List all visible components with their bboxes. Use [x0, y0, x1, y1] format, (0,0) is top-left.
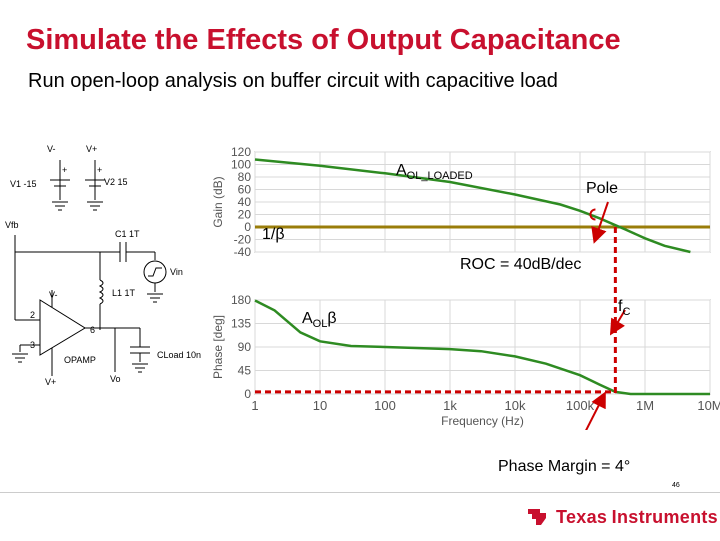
aolbeta-label: AOLβ: [302, 310, 337, 331]
label-vin: Vin: [170, 267, 183, 277]
label-v1: V1 -15: [10, 179, 37, 189]
pole-marker: [589, 208, 596, 221]
opamp-symbol: [39, 299, 86, 356]
label-vo: Vo: [110, 374, 121, 384]
label-pin6: 6: [90, 325, 95, 335]
label-opamp: OPAMP: [64, 355, 96, 365]
label-cload: CLoad 10n: [157, 350, 201, 360]
vin-step-icon: [148, 267, 162, 277]
phase-xlabel: Frequency (Hz): [441, 414, 524, 428]
schematic: V- V+ + + V1 -15 V2 15 Vfb C1 1T Vin L1 …: [5, 144, 201, 387]
slide-title: Simulate the Effects of Output Capacitan…: [26, 24, 621, 56]
phase-xtick-label: 10M: [697, 398, 720, 413]
gain-ytick-label: 0: [244, 220, 251, 234]
gain-ytick-label: -40: [234, 245, 252, 259]
label-l1: L1 1T: [112, 288, 136, 298]
phase-xtick-label: 1: [251, 398, 258, 413]
gain-ytick-label: -20: [234, 233, 252, 247]
pole-label: Pole: [586, 180, 619, 197]
aol-loaded-curve: [254, 158, 691, 254]
label-v1-plus-sign: +: [62, 165, 67, 175]
gain-ytick-label: 120: [231, 145, 251, 159]
phase-ytick-label: 0: [244, 387, 251, 401]
phase-margin-label: Phase Margin = 4°: [498, 458, 631, 475]
fc-label: fC: [618, 298, 631, 319]
aol-loaded-label: AOL_LOADED: [396, 162, 473, 183]
phase-panel: 180 135 90 45 0 Phase [deg] 1 10 100 1k 10k 100k 1M 1…: [211, 227, 720, 428]
label-c1: C1 1T: [115, 229, 140, 239]
gain-ytick-label: 20: [238, 208, 252, 222]
one-over-beta-label: 1/β: [262, 226, 285, 243]
phase-ytick-label: 90: [238, 340, 252, 354]
phase-xtick-label: 100: [374, 398, 396, 413]
phase-xtick-label: 1k: [443, 398, 457, 413]
pole-arrow: [591, 201, 609, 244]
label-opamp-vminus: V-: [49, 290, 58, 300]
label-opamp-vplus: V+: [45, 377, 56, 387]
gain-ylabel: Gain (dB): [211, 176, 225, 227]
label-v2: V2 15: [104, 177, 128, 187]
aolbeta-phase-curve: [254, 299, 710, 396]
ti-logo-text: Texas Instruments: [556, 507, 718, 527]
phase-xtick-label: 10k: [505, 398, 526, 413]
label-pin3: 3: [30, 340, 35, 350]
label-v2-plus-sign: +: [97, 165, 102, 175]
gain-ytick-label: 60: [238, 183, 252, 197]
phase-xtick-label: 1M: [636, 398, 654, 413]
fc-arrow: [609, 309, 626, 336]
page-number: 46: [672, 482, 680, 489]
phase-xtick-label: 10: [313, 398, 327, 413]
label-vfb: Vfb: [5, 220, 19, 230]
label-v-plus: V+: [86, 144, 97, 154]
l1-inductor: [98, 279, 104, 305]
gain-ytick-label: 80: [238, 170, 252, 184]
footer: [0, 492, 720, 541]
phase-ytick-label: 45: [238, 364, 252, 378]
label-pin2: 2: [30, 310, 35, 320]
phase-ytick-label: 180: [231, 293, 251, 307]
slide-subtitle: Run open-loop analysis on buffer circuit…: [28, 70, 558, 92]
phase-xtick-label: 100k: [566, 398, 595, 413]
label-v-minus: V-: [47, 144, 56, 154]
gain-ytick-label: 100: [231, 158, 251, 172]
roc-label: ROC = 40dB/dec: [460, 256, 582, 273]
gain-ytick-label: 40: [238, 195, 252, 209]
phase-ylabel: Phase [deg]: [211, 315, 225, 379]
phase-ytick-label: 135: [231, 317, 251, 331]
phase-margin-arrow: [585, 391, 606, 430]
ti-logo-icon: [528, 509, 546, 525]
